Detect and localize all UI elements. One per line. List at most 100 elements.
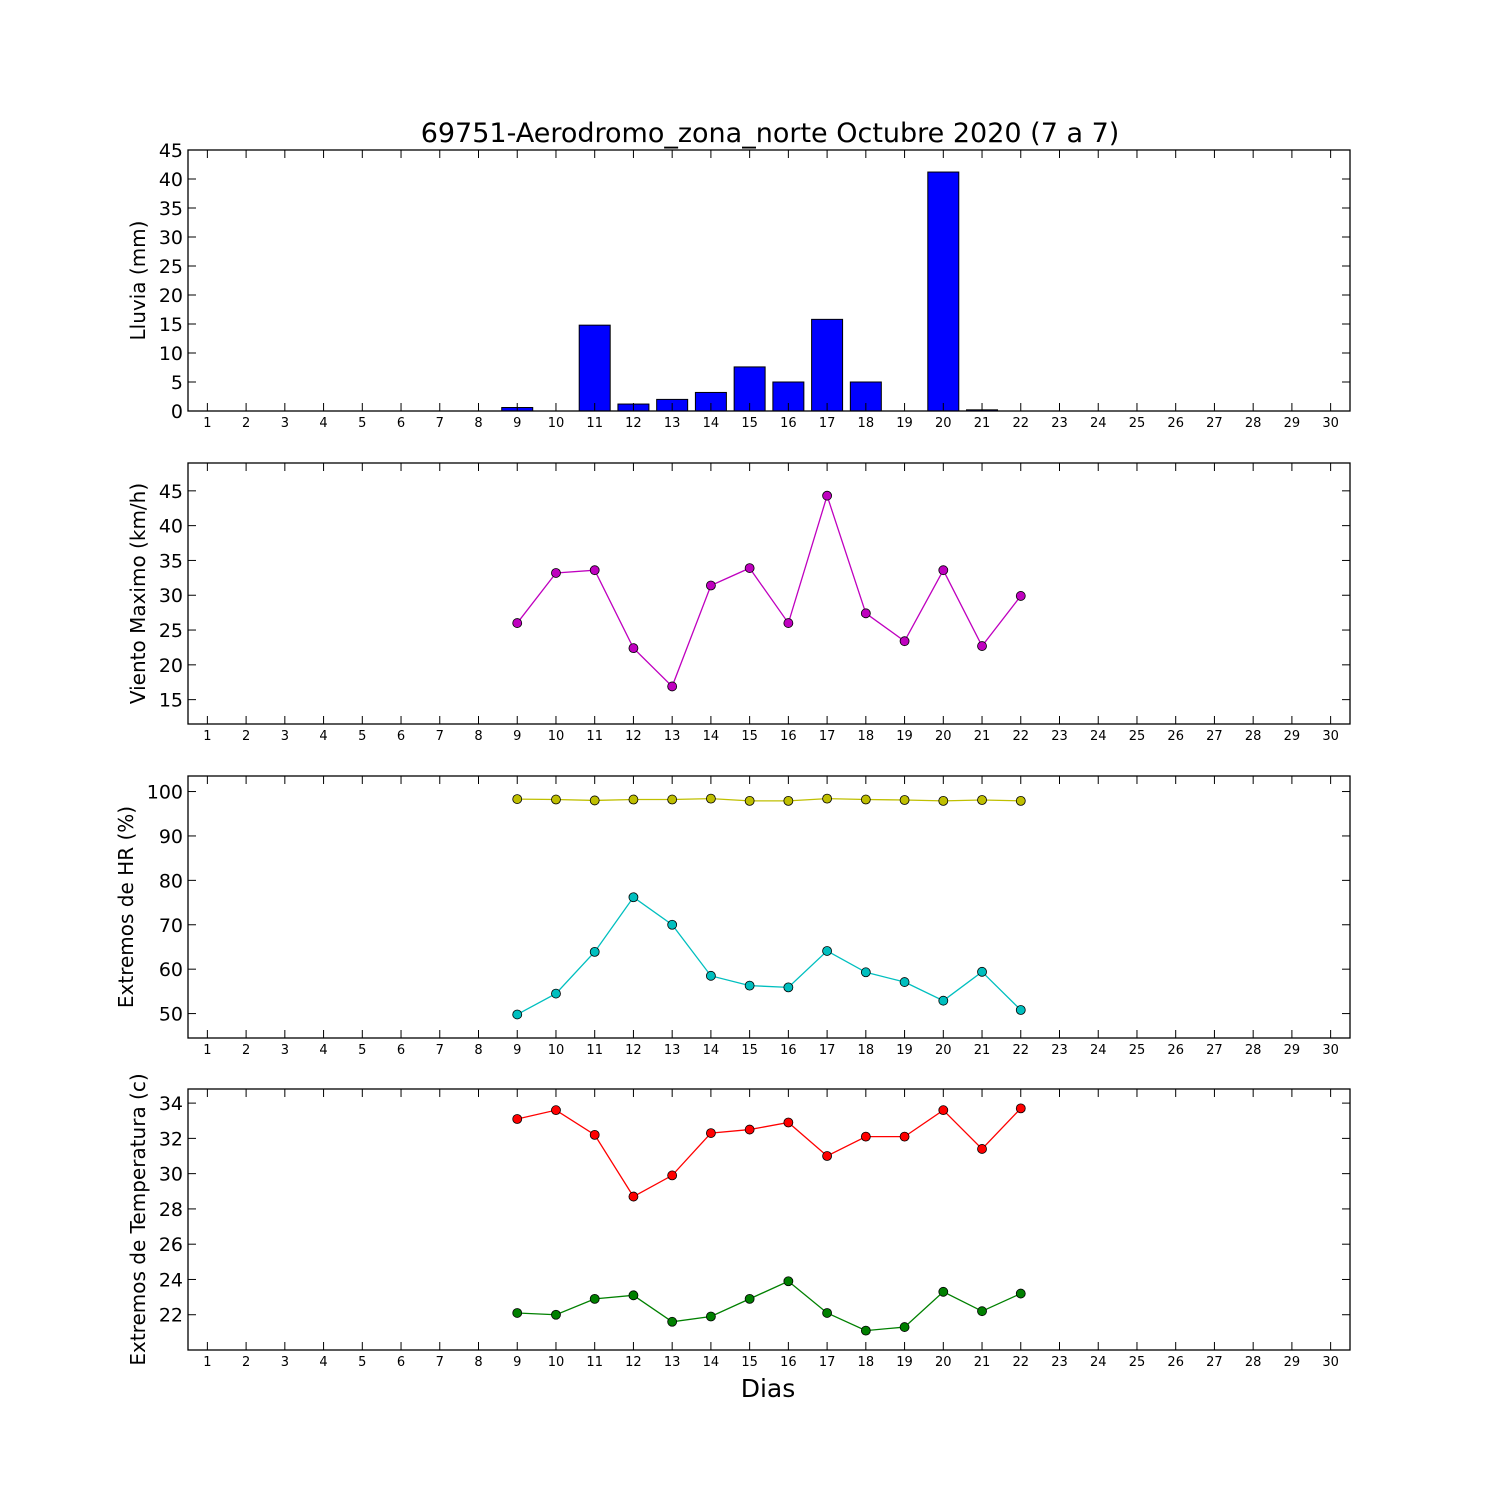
y-tick-label: 40 xyxy=(159,516,183,538)
x-tick-label: 28 xyxy=(1245,729,1262,744)
y-axis-label: Viento Maximo (km/h) xyxy=(126,483,150,704)
point-day-14 xyxy=(706,1128,716,1138)
x-tick-label: 8 xyxy=(474,416,482,431)
point-day-14 xyxy=(706,970,716,981)
point-day-13 xyxy=(667,919,678,930)
point-day-11 xyxy=(589,565,600,576)
point-day-20 xyxy=(938,1286,949,1297)
x-tick-label: 29 xyxy=(1284,1043,1301,1058)
x-tick-label: 17 xyxy=(819,1043,836,1058)
x-tick-label: 30 xyxy=(1322,729,1339,744)
point-day-20 xyxy=(938,1105,949,1116)
y-tick-label: 100 xyxy=(147,782,183,804)
x-tick-label: 5 xyxy=(358,729,366,744)
point-day-19 xyxy=(899,977,910,987)
x-tick-label: 2 xyxy=(242,1355,250,1370)
y-tick-label: 0 xyxy=(171,401,183,423)
panel-4-frame xyxy=(187,1088,1351,1351)
x-tick-label: 17 xyxy=(819,1355,836,1370)
x-tick-label: 27 xyxy=(1206,1043,1223,1058)
x-tick-label: 11 xyxy=(586,1043,603,1058)
x-tick-label: 5 xyxy=(358,1355,366,1370)
x-tick-label: 9 xyxy=(513,416,521,431)
x-tick-label: 15 xyxy=(741,1043,758,1058)
x-tick-label: 20 xyxy=(935,729,952,744)
x-tick-label: 8 xyxy=(474,1043,482,1058)
series-line xyxy=(517,797,1021,802)
x-tick-label: 12 xyxy=(625,1355,642,1370)
point-day-15 xyxy=(744,563,755,573)
x-tick-label: 25 xyxy=(1129,1355,1146,1370)
x-tick-label: 18 xyxy=(858,729,875,744)
x-tick-label: 20 xyxy=(935,1355,952,1370)
x-tick-label: 20 xyxy=(935,416,952,431)
x-tick-label: 21 xyxy=(974,1355,991,1370)
x-tick-label: 30 xyxy=(1322,1043,1339,1058)
point-day-12 xyxy=(628,794,639,805)
y-tick-label: 35 xyxy=(159,550,183,572)
x-tick-label: 18 xyxy=(858,416,875,431)
x-tick-label: 15 xyxy=(741,1355,758,1370)
x-tick-label: 10 xyxy=(548,729,565,744)
point-day-20 xyxy=(938,795,949,806)
x-tick-label: 24 xyxy=(1090,416,1107,431)
x-tick-label: 29 xyxy=(1284,729,1301,744)
y-tick-label: 28 xyxy=(159,1199,183,1221)
panel-4-series-2 xyxy=(512,1276,1026,1336)
series-line xyxy=(517,1107,1022,1198)
y-tick-label: 15 xyxy=(159,314,183,336)
x-tick-label: 2 xyxy=(242,416,250,431)
panel-3-frame xyxy=(187,775,1351,1039)
point-day-13 xyxy=(667,794,678,805)
x-tick-label: 28 xyxy=(1245,416,1262,431)
x-tick-label: 28 xyxy=(1245,1355,1262,1370)
y-axis-label: Extremos de HR (%) xyxy=(114,806,138,1008)
x-tick-label: 14 xyxy=(703,416,720,431)
bar-day-20 xyxy=(927,171,960,412)
x-tick-label: 3 xyxy=(281,1043,289,1058)
point-day-19 xyxy=(899,795,910,805)
point-day-16 xyxy=(783,1117,794,1128)
point-day-22 xyxy=(1015,591,1026,601)
point-day-16 xyxy=(783,795,794,806)
x-tick-label: 15 xyxy=(741,416,758,431)
x-tick-label: 9 xyxy=(513,1355,521,1370)
point-day-21 xyxy=(977,1144,987,1154)
panel-2-series-1 xyxy=(512,490,1026,692)
point-day-10 xyxy=(551,794,561,805)
point-day-21 xyxy=(977,795,987,805)
x-tick-label: 19 xyxy=(896,416,913,431)
y-tick-label: 90 xyxy=(159,826,183,848)
point-day-13 xyxy=(667,1170,678,1181)
x-tick-label: 7 xyxy=(436,1043,444,1058)
x-tick-label: 7 xyxy=(436,729,444,744)
x-tick-label: 24 xyxy=(1090,1043,1107,1058)
point-day-11 xyxy=(589,795,600,806)
bar-day-17 xyxy=(811,318,844,412)
x-tick-label: 26 xyxy=(1167,416,1184,431)
point-day-17 xyxy=(822,1308,832,1318)
point-day-22 xyxy=(1015,795,1026,806)
point-day-20 xyxy=(938,995,949,1006)
y-tick-label: 80 xyxy=(159,870,183,892)
x-tick-label: 3 xyxy=(281,729,289,744)
x-tick-label: 26 xyxy=(1167,1355,1184,1370)
x-tick-label: 1 xyxy=(203,729,211,744)
point-day-9 xyxy=(512,618,523,628)
x-tick-label: 22 xyxy=(1012,416,1029,431)
point-day-11 xyxy=(589,1129,600,1140)
x-tick-label: 17 xyxy=(819,416,836,431)
x-tick-label: 3 xyxy=(281,416,289,431)
panel-3-series-2 xyxy=(512,892,1026,1020)
point-day-18 xyxy=(860,794,871,805)
point-day-11 xyxy=(589,946,600,957)
x-tick-label: 13 xyxy=(664,1355,681,1370)
point-day-9 xyxy=(512,794,523,804)
x-tick-label: 23 xyxy=(1051,1043,1068,1058)
x-tick-label: 13 xyxy=(664,729,681,744)
x-tick-label: 12 xyxy=(625,1043,642,1058)
point-day-21 xyxy=(977,966,987,977)
